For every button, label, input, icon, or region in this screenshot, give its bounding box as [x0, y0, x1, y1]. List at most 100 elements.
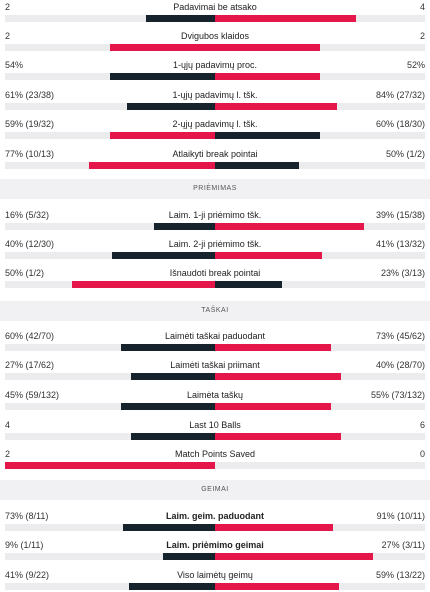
stat-row: 50% (1/2) Išnaudoti break pointai 23% (3/1…: [0, 268, 430, 290]
stat-label: Dvigubos klaidos: [180, 31, 250, 41]
left-bar-fill: [110, 132, 215, 139]
left-bar-track: [5, 103, 215, 110]
left-bar-fill: [112, 252, 215, 259]
right-bar-track: [215, 553, 425, 560]
stat-label: Laim. 1-ji priėmimo tšk.: [168, 210, 262, 220]
left-bar-fill: [89, 162, 215, 169]
stat-right-value: 23% (3/13): [380, 268, 425, 278]
section-header-1: PRIĖMIMAS: [0, 179, 430, 199]
right-bar-fill: [215, 252, 323, 259]
stat-right-value: 73% (45/62): [375, 331, 425, 341]
left-bar-track: [5, 281, 215, 288]
left-bar-fill: [120, 403, 215, 410]
stat-left-value: 40% (12/30): [5, 239, 55, 249]
stat-left-value: 9% (1/11): [5, 540, 44, 550]
left-bar-track: [5, 433, 215, 440]
stat-label: 1-ųjų padavimų l. tšk.: [172, 90, 258, 100]
right-bar-track: [215, 433, 425, 440]
stat-left-value: 41% (9/22): [5, 570, 50, 580]
right-bar-fill: [215, 15, 356, 22]
right-bar-track: [215, 583, 425, 590]
left-bar-fill: [110, 44, 215, 51]
stat-label: Laimėta taškų: [186, 390, 244, 400]
stat-row: 60% (42/70) Laimėti taškai paduodant 73% (…: [0, 331, 430, 353]
stat-left-value: 2: [5, 2, 11, 12]
right-bar-track: [215, 44, 425, 51]
stat-row: 40% (12/30) Laim. 2-ji priėmimo tšk. 41% (…: [0, 239, 430, 261]
stat-label: Laim. priėmimo geimai: [166, 540, 264, 550]
right-bar-fill: [215, 281, 283, 288]
stat-right-value: 50% (1/2): [385, 149, 425, 159]
left-bar-fill: [131, 373, 215, 380]
stat-label: Laim. geim. paduodant: [165, 511, 264, 521]
stat-label: Match Points Saved: [174, 449, 256, 459]
stat-left-value: 77% (10/13): [5, 149, 55, 159]
stat-left-value: 59% (19/32): [5, 119, 55, 129]
left-bar-fill: [162, 553, 215, 560]
stat-row: 4 Last 10 Balls 6: [0, 420, 430, 442]
stat-right-value: 6: [419, 420, 425, 430]
right-bar-fill: [215, 583, 339, 590]
right-bar-fill: [215, 524, 333, 531]
stat-label: Viso laimėtų geimų: [177, 570, 253, 580]
stat-right-value: 84% (27/32): [375, 90, 425, 100]
left-bar-track: [5, 73, 215, 80]
stat-left-value: 16% (5/32): [5, 210, 50, 220]
stat-row: 9% (1/11) Laim. priėmimo geimai 27% (3/11): [0, 540, 430, 562]
left-bar-fill: [110, 73, 215, 80]
right-bar-track: [215, 403, 425, 410]
left-bar-track: [5, 524, 215, 531]
left-bar-fill: [5, 462, 215, 469]
right-bar-fill: [215, 73, 320, 80]
stat-right-value: 41% (13/32): [375, 239, 425, 249]
stat-right-value: 4: [419, 2, 425, 12]
left-bar-track: [5, 583, 215, 590]
stat-right-value: 2: [419, 31, 425, 41]
stat-label: 2-ųjų padavimų l. tšk.: [172, 119, 258, 129]
right-bar-track: [215, 252, 425, 259]
stat-row: 2 Match Points Saved 0: [0, 449, 430, 471]
left-bar-track: [5, 44, 215, 51]
left-bar-track: [5, 162, 215, 169]
left-bar-track: [5, 462, 215, 469]
right-bar-fill: [215, 373, 341, 380]
right-bar-fill: [215, 103, 337, 110]
right-bar-track: [215, 462, 425, 469]
stat-label: Padavimai be atsako: [173, 2, 257, 12]
right-bar-fill: [215, 132, 320, 139]
left-bar-track: [5, 344, 215, 351]
stat-row: 77% (10/13) Atlaikyti break pointai 50% (1…: [0, 149, 430, 171]
left-bar-fill: [72, 281, 215, 288]
stat-right-value: 55% (73/132): [370, 390, 425, 400]
right-bar-track: [215, 524, 425, 531]
left-bar-track: [5, 373, 215, 380]
right-bar-fill: [215, 403, 331, 410]
right-bar-fill: [215, 162, 299, 169]
stat-left-value: 50% (1/2): [5, 268, 45, 278]
left-bar-fill: [145, 15, 215, 22]
left-bar-fill: [154, 223, 215, 230]
stat-row: 61% (23/38) 1-ųjų padavimų l. tšk. 84% (27…: [0, 90, 430, 112]
right-bar-fill: [215, 44, 320, 51]
left-bar-track: [5, 403, 215, 410]
stat-right-value: 39% (15/38): [375, 210, 425, 220]
right-bar-track: [215, 162, 425, 169]
stat-right-value: 0: [419, 449, 425, 459]
right-bar-fill: [215, 223, 365, 230]
left-bar-fill: [131, 433, 215, 440]
section-header-3: GEIMAI: [0, 480, 430, 500]
right-bar-track: [215, 373, 425, 380]
stat-row: 27% (17/62) Laimėti taškai priimant 40% (2…: [0, 360, 430, 382]
right-bar-fill: [215, 553, 373, 560]
right-bar-track: [215, 15, 425, 22]
stat-row: 16% (5/32) Laim. 1-ji priėmimo tšk. 39% (1…: [0, 210, 430, 232]
stat-left-value: 54%: [5, 60, 24, 70]
stat-left-value: 4: [5, 420, 11, 430]
left-bar-fill: [122, 524, 215, 531]
stat-left-value: 2: [5, 31, 11, 41]
section-header-2: TAŠKAI: [0, 301, 430, 321]
stat-right-value: 27% (3/11): [381, 540, 425, 550]
stat-right-value: 60% (18/30): [375, 119, 425, 129]
stat-row: 73% (8/11) Laim. geim. paduodant 91% (10/1…: [0, 511, 430, 533]
